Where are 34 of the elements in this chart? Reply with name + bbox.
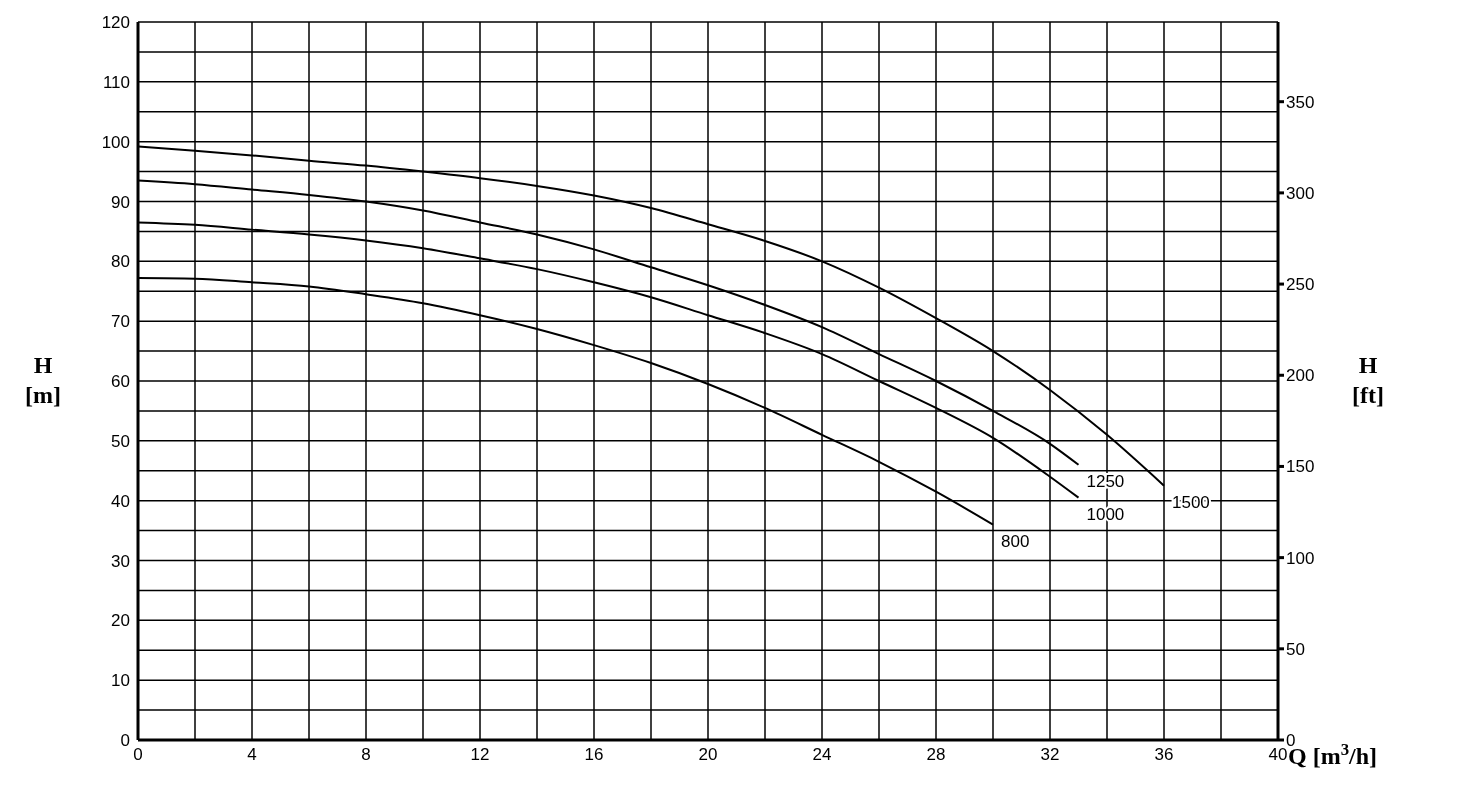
y-tick-label: 90: [111, 192, 130, 212]
y2-tick-label: 50: [1286, 639, 1305, 659]
x-tick-label: 20: [698, 745, 718, 765]
y-axis-title: H [m]: [25, 352, 61, 408]
x-tick-label: 12: [470, 745, 490, 765]
series-label: 800: [1001, 531, 1030, 551]
x-tick-label: 36: [1154, 745, 1174, 765]
x-tick-label: 4: [247, 745, 257, 765]
y-tick-label: 50: [111, 431, 130, 451]
y2-tick-label: 100: [1286, 548, 1315, 568]
x-tick-label: 8: [361, 745, 371, 765]
x-tick-label: 28: [926, 745, 946, 765]
y-tick-label: 10: [111, 671, 130, 691]
y-tick-label: 110: [102, 72, 130, 92]
y-tick-label: 40: [111, 491, 130, 511]
x-tick-label: 32: [1040, 745, 1060, 765]
y-tick-label: 60: [111, 372, 130, 392]
y-tick-label: 100: [101, 132, 130, 152]
y2-tick-label: 200: [1286, 366, 1315, 386]
y2-tick-label: 250: [1286, 275, 1315, 295]
y-tick-label: 0: [120, 731, 130, 751]
y-tick-label: 120: [101, 13, 130, 33]
y-tick-label: 30: [111, 551, 130, 571]
y2-tick-label: 350: [1286, 92, 1315, 112]
x-tick-label: 24: [812, 745, 832, 765]
x-tick-label: 16: [584, 745, 604, 765]
x-tick-label: 0: [133, 745, 143, 765]
y2-tick-label: 300: [1286, 183, 1315, 203]
x-tick-label: 40: [1268, 745, 1288, 765]
y-tick-label: 80: [111, 252, 130, 272]
y-tick-label: 20: [111, 611, 130, 631]
y2-tick-label: 150: [1286, 457, 1315, 477]
y2-axis-title: H [ft]: [1352, 352, 1384, 408]
y-tick-label: 70: [111, 312, 130, 332]
